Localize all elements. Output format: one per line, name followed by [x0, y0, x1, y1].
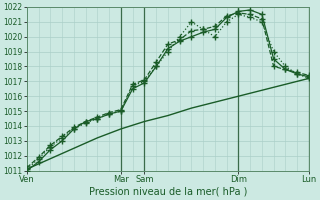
X-axis label: Pression niveau de la mer( hPa ): Pression niveau de la mer( hPa ) [89, 187, 247, 197]
